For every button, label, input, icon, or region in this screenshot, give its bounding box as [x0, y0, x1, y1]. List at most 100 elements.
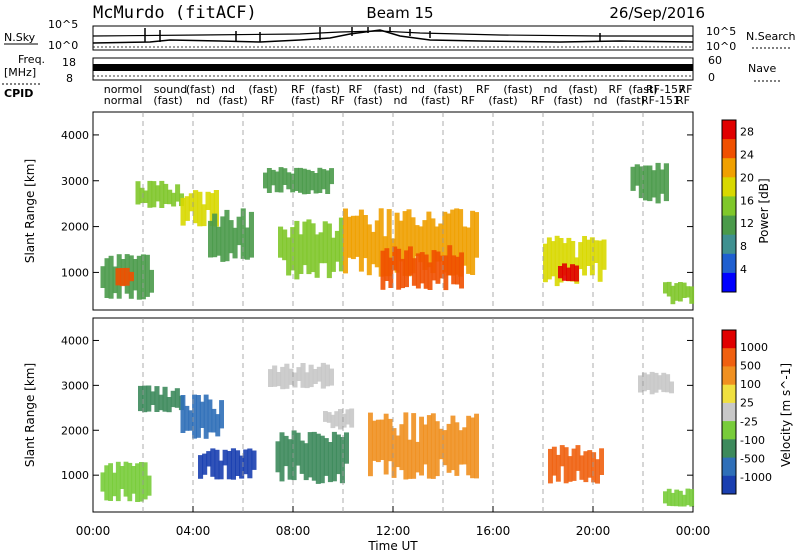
echo-cell [349, 408, 355, 428]
echo-patch-0 [100, 461, 152, 502]
cpid-label-0: normol [104, 83, 143, 96]
velocity-data [100, 362, 695, 507]
echo-cell [278, 226, 284, 258]
echo-cell [309, 171, 315, 191]
echo-cell [647, 165, 653, 202]
echo-cell [188, 410, 194, 431]
echo-cell [399, 424, 405, 471]
echo-cell [286, 237, 292, 276]
cpid-label-0: normal [104, 94, 143, 107]
freq-tick-bottom: 8 [66, 72, 73, 85]
echo-cell [180, 197, 186, 226]
echo-cell [159, 180, 165, 208]
echo-cell [171, 192, 177, 207]
echo-cell [586, 239, 591, 266]
echo-cell [322, 221, 328, 264]
echo-cell [454, 208, 460, 275]
echo-cell [669, 381, 674, 394]
echo-cell [149, 269, 154, 293]
echo-cell [689, 489, 695, 507]
echo-cell [334, 411, 340, 427]
echo-cell [419, 416, 424, 476]
colorbar-segment [722, 457, 736, 477]
echo-cell [550, 241, 556, 277]
echo-cell [388, 257, 394, 288]
echo-cell [380, 250, 386, 290]
echo-cell [591, 452, 597, 483]
echo-cell [328, 368, 334, 386]
echo-cell [430, 218, 436, 274]
echo-cell [131, 466, 137, 494]
echo-cell [108, 463, 113, 501]
noise-tick-left-bottom: 10^0 [48, 39, 78, 52]
echo-cell [394, 212, 400, 273]
echo-cell [184, 405, 190, 431]
echo-cell [167, 189, 173, 205]
echo-patch-10 [663, 488, 695, 507]
cpid-label-5: (fast) [291, 94, 320, 107]
echo-cell [384, 248, 390, 281]
echo-cell [578, 242, 584, 270]
echo-cell [279, 432, 285, 482]
echo-cell [410, 217, 416, 274]
echo-cell [392, 246, 398, 271]
echo-cell [387, 418, 393, 462]
freq-trace [93, 64, 693, 71]
noise-sky-trace [92, 29, 694, 44]
power-data [100, 162, 695, 305]
y-tick-label: 3000 [61, 379, 89, 392]
echo-cell [306, 219, 312, 275]
echo-cell [243, 449, 249, 475]
echo-cell [139, 187, 145, 204]
echo-cell [147, 180, 153, 208]
echo-cell [127, 462, 133, 502]
echo-patch-7 [343, 208, 479, 277]
echo-cell [665, 374, 671, 393]
echo-cell [446, 423, 452, 473]
echo-cell [366, 224, 372, 276]
echo-cell [470, 417, 475, 479]
echo-cell [193, 190, 199, 224]
echo-patch-11 [630, 162, 669, 204]
echo-cell [663, 491, 668, 504]
echo-cell [136, 255, 142, 300]
colorbar-segment [722, 196, 736, 216]
echo-cell [142, 462, 148, 500]
echo-cell [583, 451, 589, 483]
echo-cell [294, 167, 299, 191]
echo-cell [375, 419, 381, 463]
echo-cell [641, 372, 647, 392]
echo-cell [307, 432, 313, 478]
echo-cell [220, 216, 226, 262]
echo-cell [554, 235, 560, 287]
y-tick-label: 4000 [61, 334, 89, 347]
echo-cell [319, 435, 325, 484]
echo-cell [462, 427, 468, 465]
echo-cell [459, 252, 464, 289]
colorbar-segment [722, 272, 736, 293]
echo-cell [282, 168, 288, 185]
echo-patch-3 [180, 190, 219, 227]
y-tick-label: 4000 [61, 129, 89, 142]
echo-cell [655, 162, 661, 204]
echo-cell [595, 459, 600, 484]
echo-cell [358, 209, 364, 272]
nsearch-label: N.Search [746, 30, 796, 43]
colorbar-tick-label: -500 [740, 453, 765, 466]
nave-label: Nave [748, 62, 776, 75]
colorbar-segment [722, 330, 736, 349]
echo-cell [670, 492, 676, 507]
echo-cell [400, 258, 405, 289]
echo-cell [339, 437, 345, 484]
colorbar-segment [722, 439, 736, 458]
cpid-label-9: (fast) [421, 94, 450, 107]
colorbar-segment [722, 215, 736, 236]
power-ylabel: Slant Range [km] [23, 159, 37, 263]
echo-patch-5 [275, 430, 349, 484]
colorbar-segment [722, 348, 736, 367]
cpid-label-8: (fast) [373, 83, 402, 96]
echo-cell [135, 181, 141, 205]
colorbar-tick-label: 500 [740, 359, 761, 372]
echo-cell [395, 435, 401, 468]
echo-patch-9 [638, 371, 674, 395]
